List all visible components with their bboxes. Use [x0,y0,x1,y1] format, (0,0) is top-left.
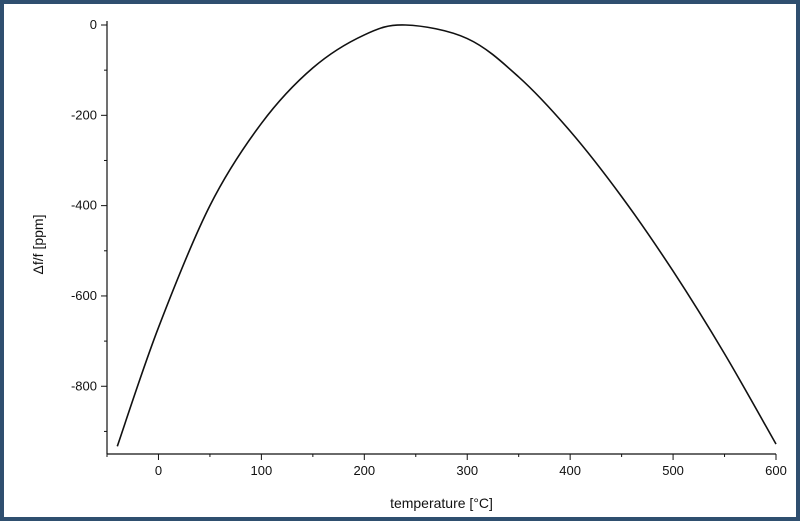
y-tick-label: -800 [71,378,97,393]
x-tick-label: 200 [353,463,375,478]
x-tick-label: 600 [765,463,787,478]
x-tick-label: 100 [251,463,273,478]
y-tick-label: -600 [71,288,97,303]
series-line-1 [116,24,777,447]
x-tick-label: 400 [559,463,581,478]
x-tick-label: 0 [155,463,162,478]
y-axis-title: Δf/f [ppm] [30,215,46,275]
x-axis-title: temperature [°C] [390,495,493,511]
axes: 0 100 200 300 400 500 600 0 -200 -400 -600 -800 [71,17,787,478]
series-layer [116,24,777,447]
line-chart: 0 100 200 300 400 500 600 0 -200 -400 -600 -800 tem… [30,17,787,511]
y-tick-label: -400 [71,198,97,213]
x-tick-label: 300 [456,463,478,478]
y-tick-label: -200 [71,107,97,122]
x-tick-label: 500 [662,463,684,478]
y-tick-label: 0 [90,17,97,32]
